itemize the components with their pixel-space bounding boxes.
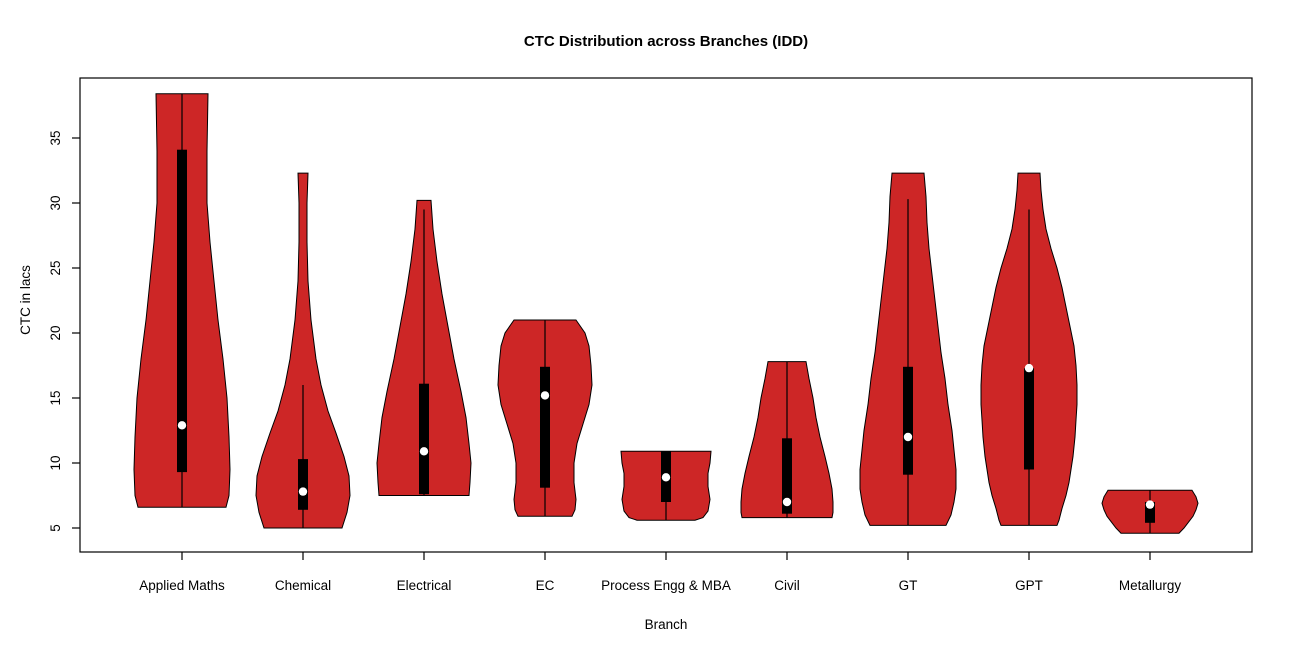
median-dot: [782, 497, 792, 507]
iqr-box: [298, 459, 308, 510]
y-tick-label: 35: [48, 130, 63, 145]
x-tick-label: Applied Maths: [139, 578, 225, 593]
violin-gpt: [980, 172, 1078, 526]
median-dot: [419, 447, 429, 456]
x-tick-label: Chemical: [275, 578, 331, 593]
iqr-box: [903, 366, 913, 475]
iqr-box: [540, 366, 550, 488]
x-tick-label: Civil: [774, 578, 800, 593]
median-dot: [903, 432, 913, 442]
iqr-box: [177, 149, 187, 473]
median-dot: [1145, 500, 1155, 509]
chart-title: CTC Distribution across Branches (IDD): [524, 33, 808, 50]
iqr-box: [1145, 502, 1155, 523]
iqr-box: [782, 438, 792, 514]
iqr-box: [1024, 368, 1034, 470]
y-axis-title: CTC in lacs: [18, 265, 33, 335]
x-tick-label: GT: [899, 578, 918, 593]
x-tick-label: Electrical: [397, 578, 452, 593]
median-dot: [540, 391, 550, 400]
median-dot: [298, 487, 308, 496]
violin-applied-maths: [133, 93, 231, 508]
median-dot: [661, 473, 671, 482]
x-axis: Applied Maths Chemical Electrical EC Process…: [139, 552, 1181, 593]
violin-metallurgy: [1101, 489, 1199, 534]
y-tick-label: 5: [48, 524, 63, 532]
y-axis: 5 10 15 20 25 30 35: [48, 130, 80, 532]
iqr-box: [419, 383, 429, 495]
violin-gt: [859, 172, 957, 526]
x-tick-label: EC: [536, 578, 555, 593]
median-dot: [1024, 363, 1034, 373]
violin-shape: [255, 172, 351, 529]
violin-process-engg-mba: [620, 450, 712, 521]
violin-civil: [740, 361, 834, 519]
x-tick-label: GPT: [1015, 578, 1043, 593]
y-tick-label: 25: [48, 260, 63, 275]
violin-chemical: [255, 172, 351, 529]
y-tick-label: 15: [48, 390, 63, 405]
y-tick-label: 10: [48, 455, 63, 470]
violins-layer: [133, 93, 1199, 534]
median-dot: [177, 421, 187, 430]
x-tick-label: Metallurgy: [1119, 578, 1182, 593]
x-tick-label: Process Engg & MBA: [601, 578, 731, 593]
x-axis-title: Branch: [645, 617, 688, 632]
violin-ec: [497, 319, 593, 517]
y-tick-label: 20: [48, 325, 63, 340]
violin-electrical: [376, 199, 472, 496]
y-tick-label: 30: [48, 195, 63, 210]
